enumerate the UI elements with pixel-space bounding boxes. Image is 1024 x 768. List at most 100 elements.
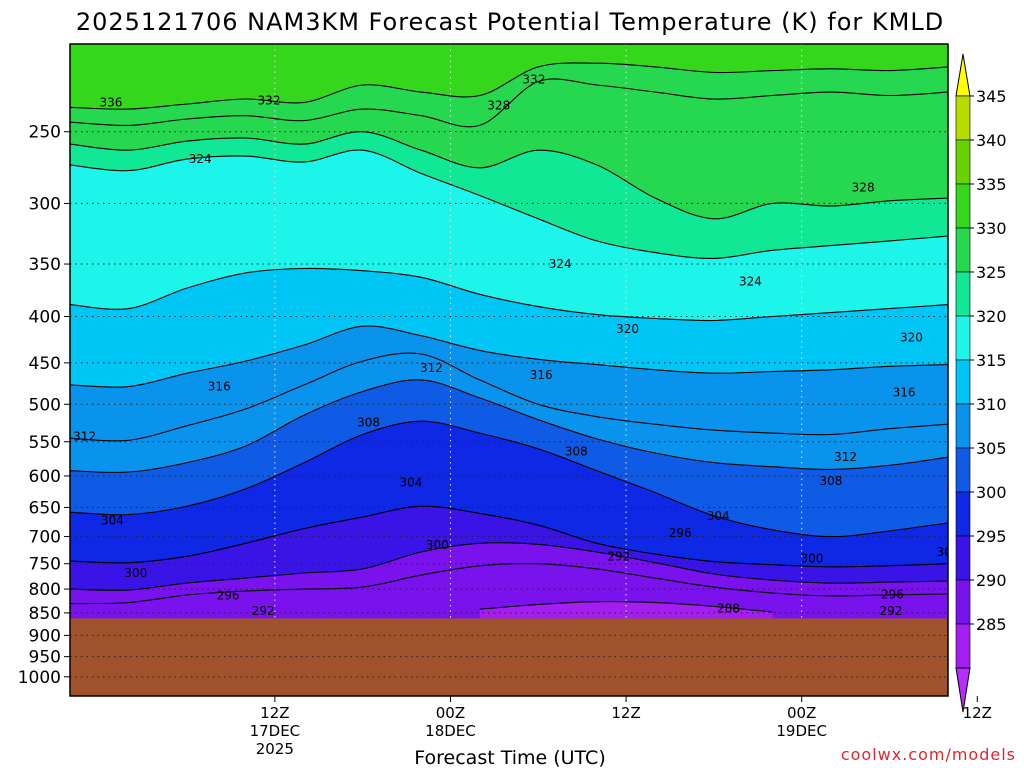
y-tick-label: 1000 — [18, 668, 61, 688]
contour-line-336 — [70, 62, 948, 110]
contour-label: 296 — [669, 526, 692, 540]
colorbar-swatch — [955, 183, 971, 229]
contour-line-296 — [70, 542, 948, 591]
y-tick-label: 650 — [29, 498, 61, 518]
contour-label: 308 — [819, 474, 842, 488]
contour-label: 324 — [549, 257, 572, 271]
y-tick-label: 450 — [29, 354, 61, 374]
contour-label: 312 — [834, 450, 857, 464]
contour-label: 292 — [252, 604, 275, 618]
colorbar-label: 335 — [976, 175, 1007, 194]
contour-line-308 — [70, 379, 948, 473]
colorbar-swatch — [955, 139, 971, 185]
colorbar-label: 290 — [976, 571, 1007, 590]
y-axis: 2503003504004505005506006507007508008509… — [18, 123, 70, 688]
contour-label: 300 — [800, 551, 823, 565]
y-tick-label: 600 — [29, 467, 61, 487]
colorbar-label: 320 — [976, 307, 1007, 326]
contour-line-304 — [70, 420, 948, 538]
contour-line-292 — [70, 563, 948, 605]
colorbar-label: 330 — [976, 219, 1007, 238]
contour-label: 324 — [189, 152, 212, 166]
x-tick-label: 12Z — [260, 704, 289, 722]
contour-label: 312 — [420, 361, 443, 375]
contour-label: 304 — [937, 545, 960, 559]
colorbar-tip-high — [955, 53, 971, 97]
contour-line-288 — [479, 601, 773, 613]
contour-label: 300 — [124, 566, 147, 580]
plot-area: 336 332 332 328 328 324 324 324 320 320 316 316 316 3… — [69, 43, 960, 697]
contour-label: 292 — [607, 549, 630, 563]
contour-label: 296 — [217, 588, 240, 602]
plot-frame — [69, 43, 949, 697]
colorbar-label: 340 — [976, 131, 1007, 150]
contour-label: 304 — [101, 514, 124, 528]
contour-line-324 — [70, 149, 948, 259]
contour-lines — [70, 62, 948, 613]
y-tick-label: 850 — [29, 604, 61, 624]
contour-label: 336 — [100, 95, 123, 109]
y-tick-label: 950 — [29, 648, 61, 668]
colorbar-swatch — [955, 491, 971, 537]
colorbar-swatch — [955, 623, 971, 669]
contour-label: 304 — [400, 475, 423, 489]
contour-label: 300 — [426, 538, 449, 552]
terrain-fill — [70, 618, 948, 696]
contour-line-300 — [70, 505, 948, 568]
contour-label: 320 — [616, 322, 639, 336]
x-tick-label: 17DEC — [250, 722, 301, 740]
y-tick-label: 250 — [29, 123, 61, 143]
contour-line-316 — [70, 325, 948, 388]
colorbar-label: 285 — [976, 615, 1007, 634]
colorbar-swatch — [955, 227, 971, 273]
x-tick-label: 18DEC — [425, 722, 476, 740]
contour-label: 328 — [487, 99, 510, 113]
y-tick-label: 300 — [29, 194, 61, 214]
colorbar-swatch — [955, 403, 971, 449]
chart-title: 2025121706 NAM3KM Forecast Potential Tem… — [76, 8, 944, 36]
y-tick-label: 350 — [29, 255, 61, 275]
colorbar-label: 325 — [976, 263, 1007, 282]
x-tick-label: 2025 — [256, 740, 294, 758]
contour-label: 316 — [893, 385, 916, 399]
contour-label: 332 — [258, 94, 281, 108]
colorbar-swatch — [955, 315, 971, 361]
x-axis-label: Forecast Time (UTC) — [414, 747, 605, 768]
y-tick-label: 400 — [29, 308, 61, 328]
colorbar-label: 310 — [976, 395, 1007, 414]
contour-label: 304 — [707, 509, 730, 523]
contour-line-328 — [70, 131, 948, 220]
y-tick-label: 900 — [29, 626, 61, 646]
colorbar-label: 300 — [976, 483, 1007, 502]
contour-label: 324 — [739, 275, 762, 289]
y-tick-label: 700 — [29, 528, 61, 548]
contour-label: 328 — [852, 180, 875, 194]
x-tick-label: 00Z — [436, 704, 465, 722]
contour-label: 312 — [73, 430, 96, 444]
colorbar-swatch — [955, 359, 971, 405]
contour-label: 320 — [900, 331, 923, 345]
colorbar-label: 295 — [976, 527, 1007, 546]
colorbar-label: 345 — [976, 87, 1007, 106]
colorbar: 345 340 335 330 325 320 315 310 305 300 295 290 285 — [955, 53, 1007, 713]
contour-labels: 336 332 332 328 328 324 324 324 320 320 316 316 316 3… — [73, 73, 960, 618]
contour-line-332 — [70, 78, 948, 128]
contour-label: 308 — [357, 416, 380, 430]
contour-label: 332 — [522, 73, 545, 87]
terrain-below-ground — [70, 618, 948, 696]
credit-text: coolwx.com/models — [841, 745, 1016, 764]
x-tick-label: 00Z — [787, 704, 816, 722]
x-tick-label: 12Z — [611, 704, 640, 722]
contour-label: 316 — [208, 380, 231, 394]
colorbar-swatch — [955, 535, 971, 581]
y-tick-label: 750 — [29, 555, 61, 575]
colorbar-swatch — [955, 95, 971, 141]
colorbar-swatch — [955, 579, 971, 625]
y-tick-label: 800 — [29, 580, 61, 600]
contour-line-320 — [70, 267, 948, 322]
colorbar-swatch — [955, 447, 971, 493]
contour-label: 316 — [530, 368, 553, 382]
colorbar-swatch — [955, 271, 971, 317]
